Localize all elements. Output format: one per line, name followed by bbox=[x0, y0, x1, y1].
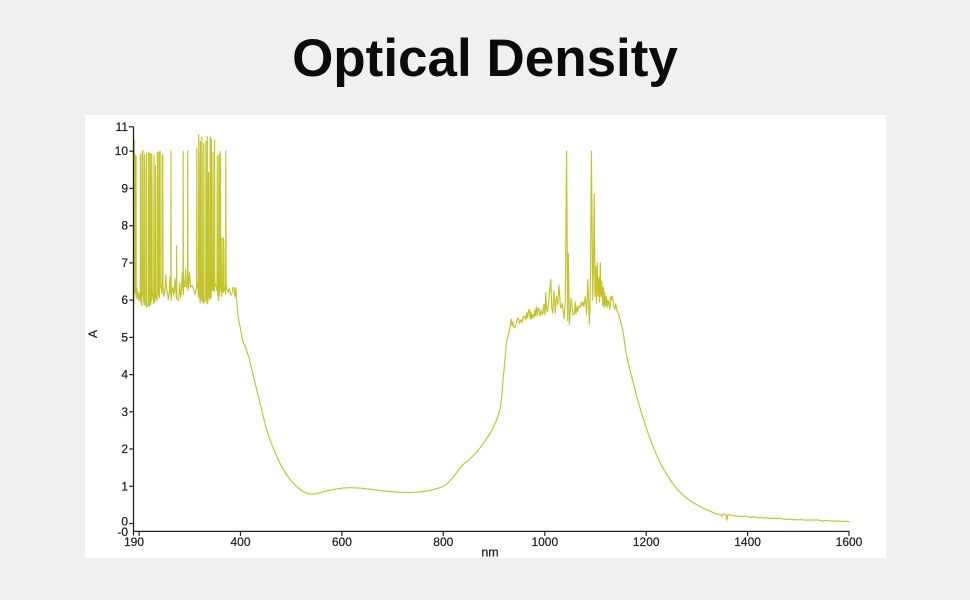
svg-text:3: 3 bbox=[121, 405, 128, 419]
svg-text:9: 9 bbox=[121, 181, 128, 195]
svg-text:5: 5 bbox=[121, 330, 128, 344]
svg-text:1: 1 bbox=[121, 479, 128, 493]
svg-text:8: 8 bbox=[121, 219, 128, 233]
svg-text:11: 11 bbox=[116, 120, 129, 134]
svg-text:6: 6 bbox=[121, 293, 128, 307]
svg-text:-0: -0 bbox=[117, 525, 128, 539]
svg-text:nm: nm bbox=[481, 546, 498, 560]
svg-text:1600: 1600 bbox=[836, 535, 863, 549]
svg-text:4: 4 bbox=[121, 368, 128, 382]
svg-text:A: A bbox=[86, 330, 100, 338]
svg-text:1400: 1400 bbox=[734, 535, 761, 549]
svg-text:1000: 1000 bbox=[531, 535, 558, 549]
svg-text:10: 10 bbox=[115, 144, 129, 158]
svg-text:2: 2 bbox=[121, 442, 128, 456]
svg-text:7: 7 bbox=[121, 256, 128, 270]
svg-text:400: 400 bbox=[230, 535, 250, 549]
svg-text:600: 600 bbox=[332, 535, 352, 549]
svg-text:800: 800 bbox=[433, 535, 453, 549]
svg-text:190: 190 bbox=[124, 535, 144, 549]
svg-text:1200: 1200 bbox=[633, 535, 660, 549]
svg-text:0: 0 bbox=[121, 515, 128, 529]
